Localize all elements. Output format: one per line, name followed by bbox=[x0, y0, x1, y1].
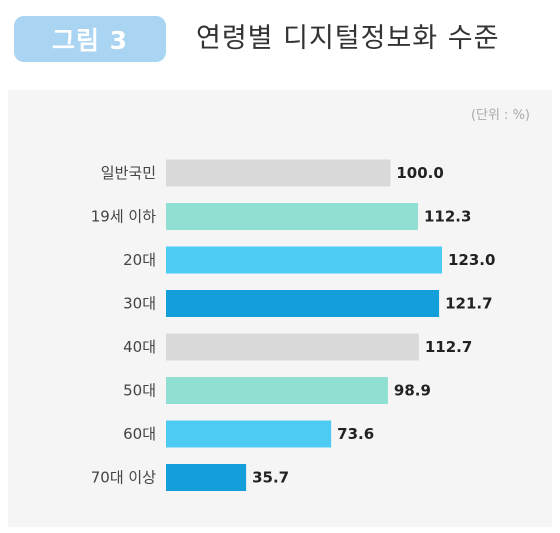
category-label: 50대 bbox=[123, 382, 156, 400]
category-label: 70대 이상 bbox=[91, 469, 156, 487]
chart-title: 연령별 디지털정보화 수준 bbox=[196, 23, 500, 54]
value-label: 112.7 bbox=[425, 338, 472, 356]
category-label: 19세 이하 bbox=[91, 208, 156, 226]
figure-number-badge: 그림 3 bbox=[14, 16, 166, 62]
bar bbox=[166, 464, 247, 491]
bar bbox=[166, 159, 391, 187]
bar bbox=[166, 203, 418, 230]
bar bbox=[166, 377, 388, 404]
category-label: 40대 bbox=[123, 338, 156, 356]
value-label: 121.7 bbox=[445, 295, 492, 313]
chart-panel: (단위 : %) 일반국민 100.0 19세 이하 112.3 20대 123.0 30대… bbox=[8, 90, 552, 527]
value-label: 73.6 bbox=[337, 425, 374, 443]
bar bbox=[166, 420, 332, 448]
bar-chart: 일반국민 100.0 19세 이하 112.3 20대 123.0 30대 121.7 40대 1… bbox=[91, 159, 495, 491]
unit-label: (단위 : %) bbox=[470, 108, 530, 123]
value-label: 112.3 bbox=[424, 208, 471, 226]
value-label: 35.7 bbox=[252, 469, 289, 487]
figure-header: 그림 3 연령별 디지털정보화 수준 bbox=[0, 0, 560, 80]
category-label: 20대 bbox=[123, 251, 156, 269]
category-label: 30대 bbox=[123, 295, 156, 313]
category-label: 60대 bbox=[123, 425, 156, 443]
value-label: 98.9 bbox=[394, 382, 431, 400]
category-label: 일반국민 bbox=[101, 164, 156, 182]
bar bbox=[166, 290, 440, 317]
value-label: 100.0 bbox=[396, 164, 443, 182]
value-label: 123.0 bbox=[448, 251, 495, 269]
bar bbox=[166, 333, 419, 361]
bar bbox=[166, 246, 442, 274]
